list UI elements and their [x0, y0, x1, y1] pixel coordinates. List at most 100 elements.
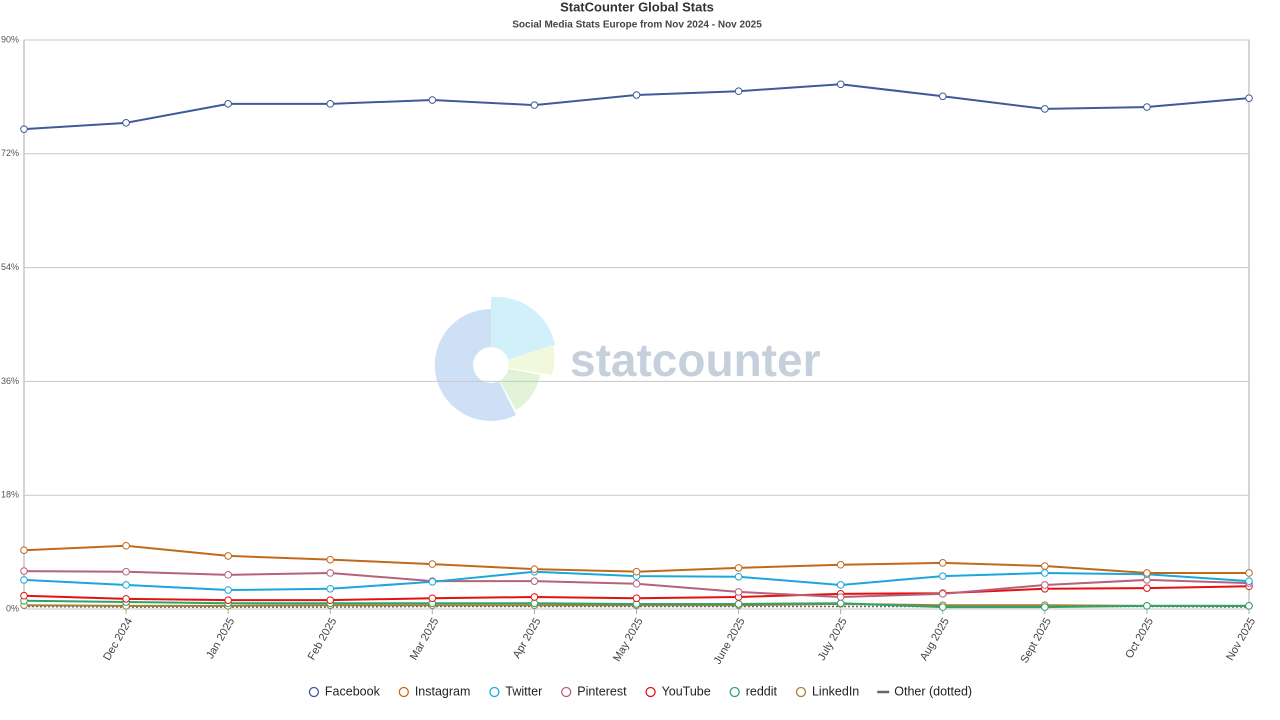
data-point: [530, 101, 539, 109]
data-point: [1143, 103, 1151, 111]
data-point: [224, 552, 232, 560]
watermark-text: statcounter: [570, 334, 821, 386]
data-point: [20, 576, 28, 584]
data-point: [530, 593, 539, 601]
legend-swatch: [645, 686, 656, 698]
data-point: [1041, 105, 1049, 113]
legend-item[interactable]: YouTube: [645, 684, 711, 698]
legend-swatch: [561, 686, 572, 698]
data-point: [1143, 602, 1151, 610]
data-point: [1143, 584, 1151, 592]
data-point: [836, 560, 845, 569]
y-tick-label: 54%: [1, 262, 19, 272]
series-line: [23, 83, 1250, 131]
data-point: [734, 564, 743, 572]
data-point: [530, 577, 539, 585]
data-point: [632, 91, 641, 99]
data-point: [938, 559, 947, 567]
data-point: [20, 567, 28, 575]
x-tick-label: Sept 2025: [1018, 616, 1053, 665]
legend-item[interactable]: Twitter: [489, 684, 542, 698]
y-tick-label: 36%: [1, 376, 19, 386]
legend-swatch: [398, 686, 409, 698]
legend-item[interactable]: Facebook: [308, 684, 381, 698]
legend-item[interactable]: Pinterest: [561, 684, 627, 698]
legend-item[interactable]: reddit: [729, 684, 778, 698]
x-tick-label: Nov 2025: [1224, 616, 1258, 663]
legend-label: LinkedIn: [812, 684, 859, 698]
x-tick-label: July 2025: [816, 616, 850, 663]
legend-label: Other (dotted): [894, 684, 972, 698]
data-point: [530, 565, 539, 573]
data-point: [836, 80, 845, 89]
chart-title: StatCounter Global Stats: [560, 0, 714, 14]
y-tick-label: 18%: [1, 490, 19, 500]
legend-swatch: [308, 686, 320, 698]
data-point: [326, 596, 335, 604]
x-tick-label: June 2025: [712, 616, 748, 667]
data-point: [1041, 603, 1049, 611]
data-point: [428, 594, 437, 603]
y-tick-label: 0%: [6, 603, 19, 613]
legend-label: Pinterest: [577, 684, 627, 698]
data-point: [734, 572, 743, 581]
x-tick-label: Mar 2025: [408, 616, 442, 662]
data-point: [20, 125, 28, 133]
data-point: [734, 588, 743, 596]
data-point: [938, 572, 947, 580]
data-point: [326, 555, 335, 564]
watermark-logo: [434, 296, 555, 421]
y-tick-label: 90%: [1, 34, 19, 44]
data-point: [1245, 94, 1253, 102]
x-tick-label: Apr 2025: [511, 616, 544, 661]
legend-label: Twitter: [505, 684, 542, 698]
data-point: [1041, 581, 1049, 589]
data-point: [530, 599, 539, 608]
data-point: [224, 571, 232, 579]
data-point: [1041, 569, 1049, 577]
data-point: [938, 590, 947, 598]
data-point: [20, 546, 28, 555]
chart-subtitle: Social Media Stats Europe from Nov 2024 …: [512, 20, 762, 31]
legend-swatch: [729, 686, 740, 698]
data-point: [734, 600, 743, 608]
data-point: [326, 100, 335, 108]
data-point: [122, 595, 130, 603]
legend: Facebook Instagram Twitter Pinterest YouTube…: [308, 684, 972, 698]
x-tick-label: Dec 2024: [101, 616, 135, 663]
legend-label: Instagram: [415, 684, 471, 698]
data-point: [326, 569, 335, 577]
data-point: [428, 96, 437, 104]
legend-item[interactable]: Other (dotted): [877, 684, 972, 698]
data-point: [938, 92, 947, 101]
x-tick-label: May 2025: [611, 616, 646, 664]
plot-frame: [23, 39, 1250, 610]
data-point: [836, 581, 845, 589]
data-point: [632, 594, 641, 603]
data-point: [836, 593, 845, 601]
data-point: [1245, 602, 1253, 610]
legend-label: reddit: [746, 684, 778, 698]
data-point: [122, 541, 130, 550]
legend-swatch: [489, 686, 500, 698]
data-point: [1245, 569, 1253, 577]
legend-label: Facebook: [325, 684, 381, 698]
legend-item[interactable]: LinkedIn: [795, 684, 859, 698]
x-tick-label: Jan 2025: [204, 616, 237, 661]
data-point: [122, 581, 130, 589]
legend-swatch: [795, 686, 807, 698]
data-point: [122, 567, 130, 576]
data-point: [1143, 569, 1151, 577]
data-point: [428, 578, 437, 586]
data-point: [632, 567, 641, 576]
y-tick-label: 72%: [1, 148, 19, 158]
data-point: [1245, 577, 1253, 585]
x-tick-label: Oct 2025: [1123, 616, 1156, 661]
legend-item[interactable]: Instagram: [398, 684, 471, 698]
x-tick-label: Feb 2025: [306, 616, 340, 662]
legend-label: YouTube: [662, 684, 711, 698]
data-point: [632, 579, 641, 588]
data-point: [224, 586, 232, 594]
data-point: [836, 599, 845, 608]
